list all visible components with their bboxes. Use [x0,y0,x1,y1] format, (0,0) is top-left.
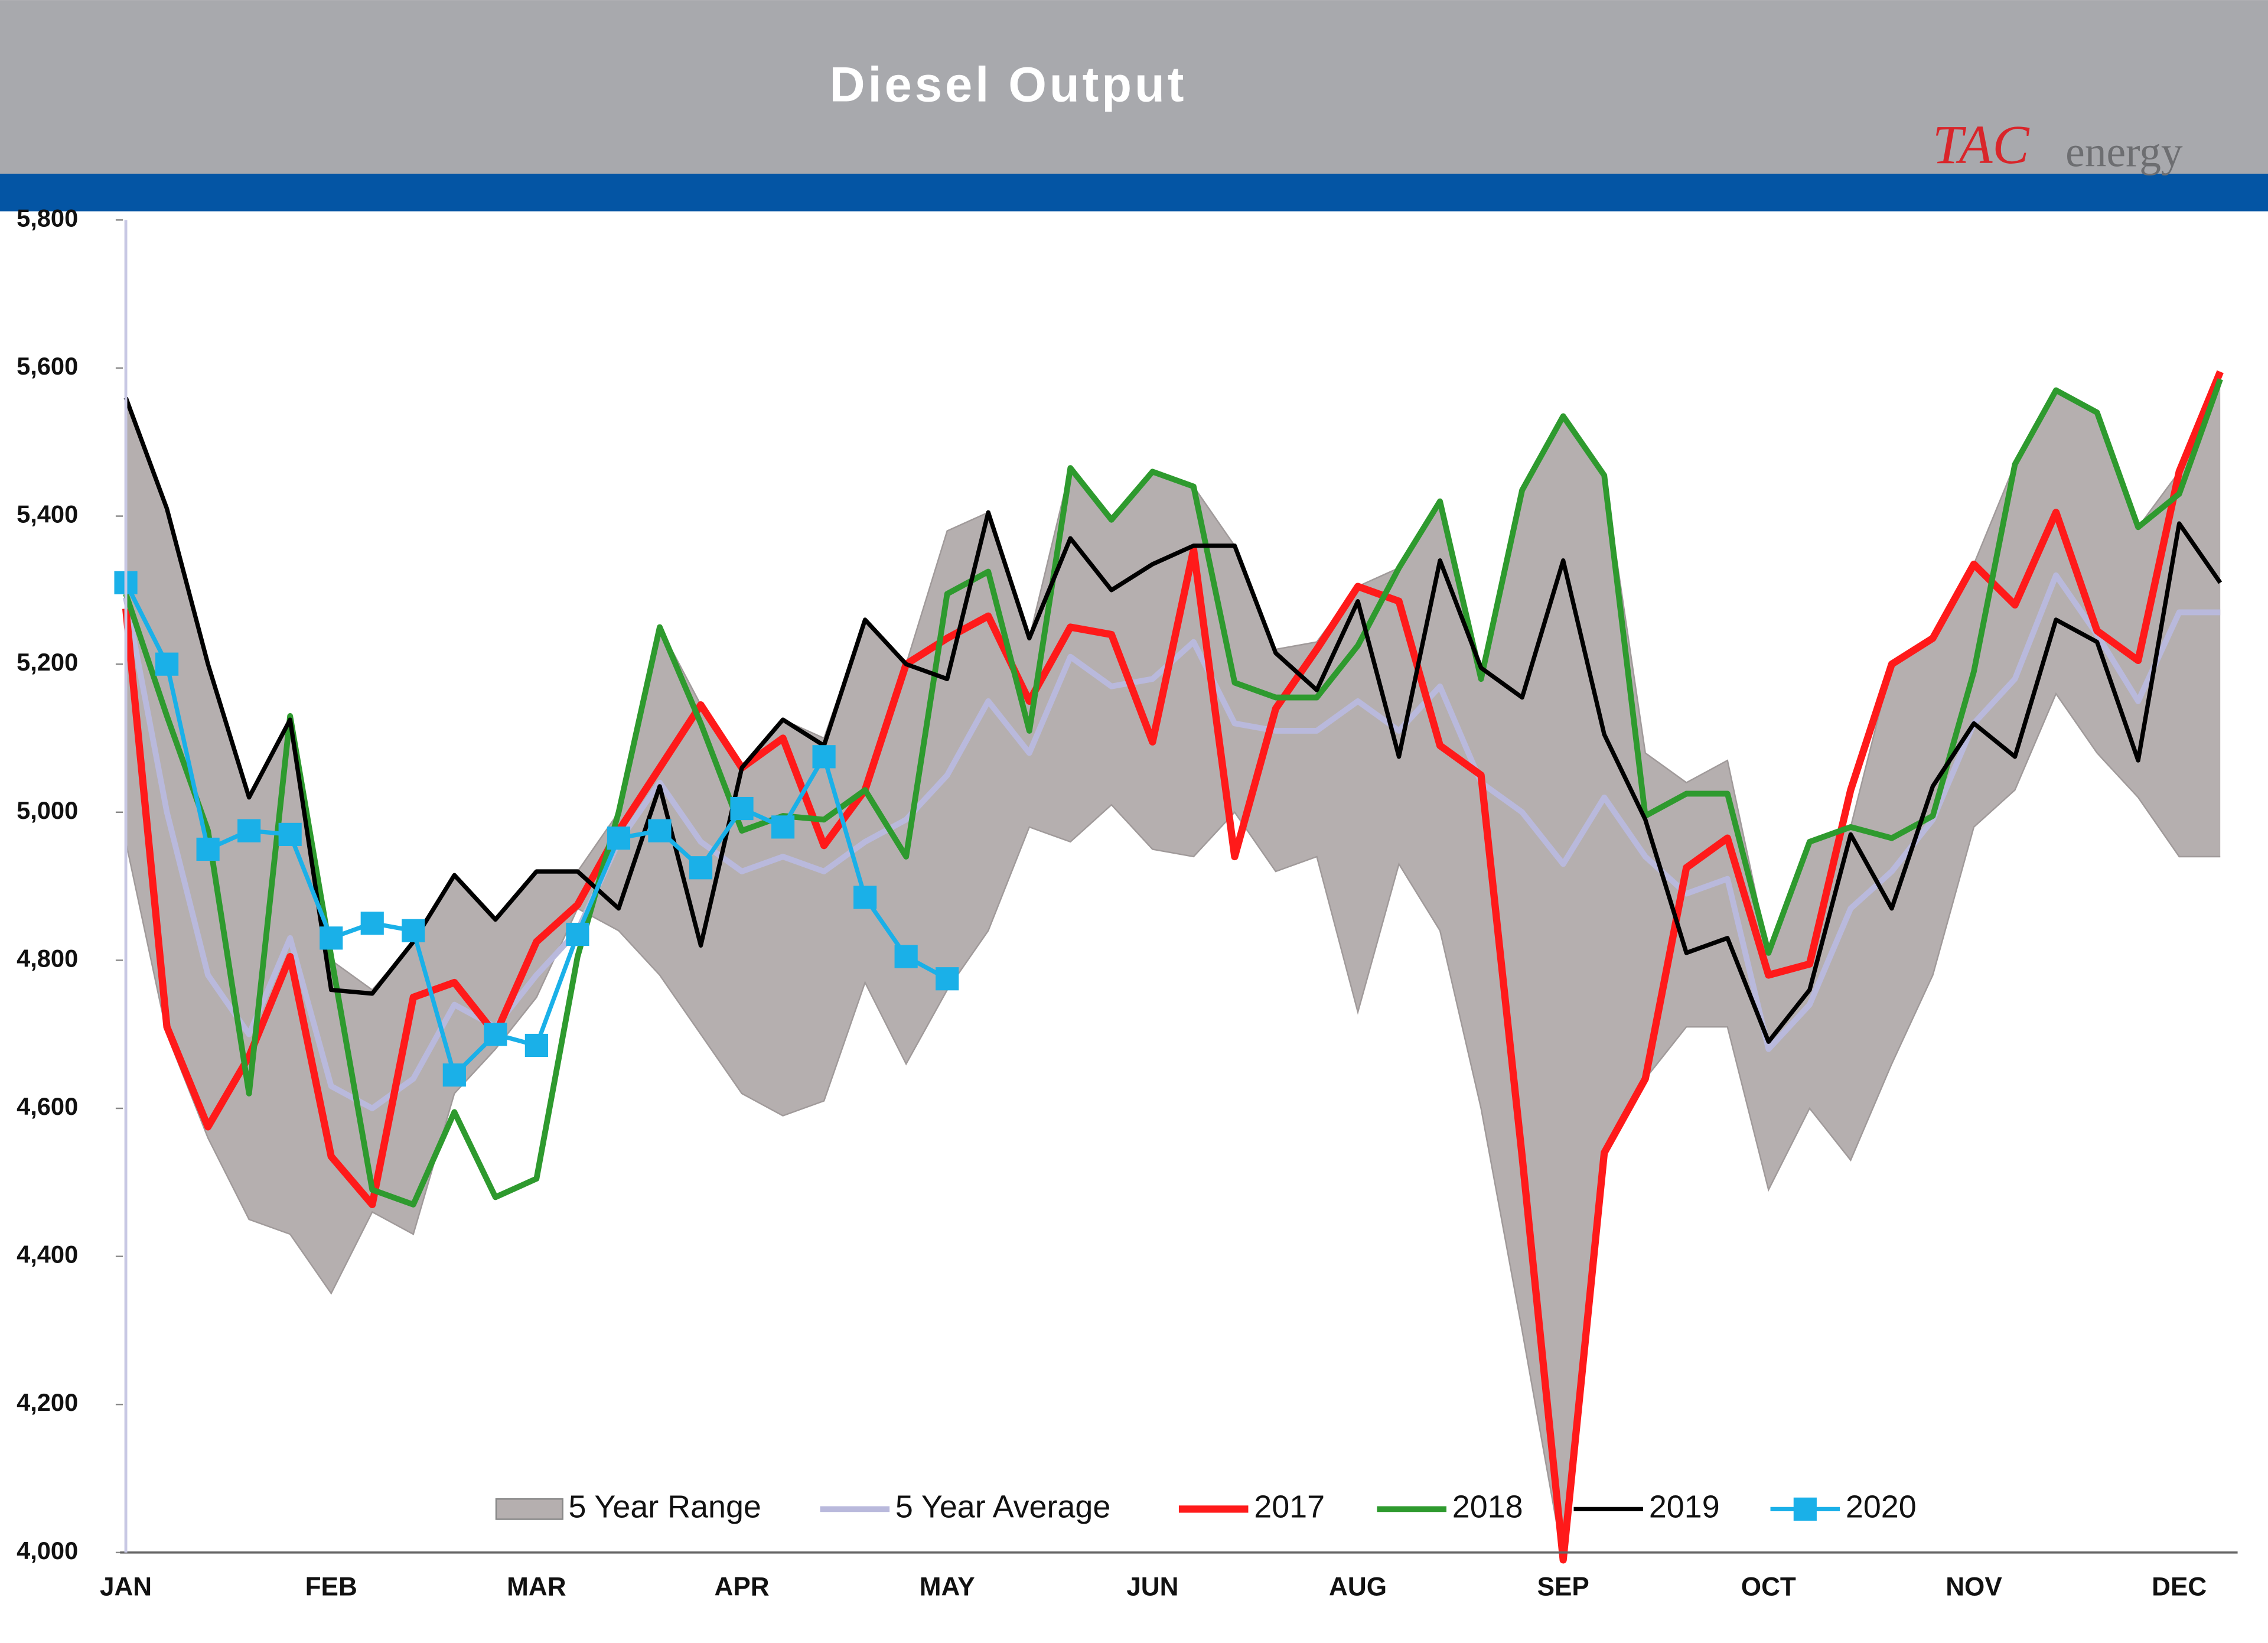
legend-label: 5 Year Average [895,1489,1110,1525]
x-tick-label: MAY [920,1573,975,1602]
logo-mark: TAC [1933,115,2030,175]
point-marker [155,652,179,676]
y-tick-label: 5,200 [17,648,78,676]
header-band [0,0,2268,174]
y-tick-label: 5,600 [17,352,78,380]
point-marker [360,912,384,935]
x-tick-label: MAR [507,1573,566,1602]
x-tick-label: JAN [100,1573,152,1602]
y-tick-label: 4,400 [17,1241,78,1268]
point-marker [196,837,220,861]
legend-label: 2017 [1254,1489,1325,1525]
series-line [123,378,2223,1208]
logo-word: energy [2065,128,2183,175]
point-marker [278,822,302,846]
legend-marker [1793,1497,1817,1521]
y-tick-label: 5,400 [17,500,78,528]
series-line [122,370,2224,1564]
point-marker [524,1033,548,1058]
point-marker [648,819,672,842]
x-tick-label: FEB [305,1573,357,1602]
x-tick-label: APR [714,1573,769,1602]
x-tick-label: OCT [1741,1573,1796,1602]
y-tick-label: 4,800 [17,944,78,972]
x-tick-label: SEP [1537,1573,1589,1602]
y-tick-label: 4,000 [17,1537,78,1564]
point-marker [894,945,918,968]
point-marker [607,827,631,850]
point-marker [237,819,261,842]
range-edge [125,692,2221,1560]
point-marker [320,926,343,950]
header-stripe [0,173,2268,212]
chart-title: Diesel Output [830,57,1187,112]
y-tick-label: 5,800 [17,204,78,232]
point-marker [402,919,425,942]
point-marker [689,856,713,880]
point-marker [853,886,877,909]
point-marker [484,1023,507,1046]
x-tick-label: DEC [2152,1573,2207,1602]
legend-label: 2018 [1452,1489,1523,1525]
y-tick-label: 4,200 [17,1388,78,1416]
legend: 5 Year Range 5 Year Average 2017 2018 2019 20… [495,1489,1917,1525]
point-marker [812,745,836,769]
point-marker [730,796,754,821]
legend-label: 2020 [1846,1489,1917,1525]
range-area [126,372,2221,1560]
point-marker [566,922,589,946]
legend-label: 2019 [1649,1489,1720,1525]
x-tick-label: JUN [1126,1573,1178,1602]
point-marker [771,815,795,839]
y-tick-label: 4,600 [17,1092,78,1120]
legend-swatch [495,1498,563,1520]
x-tick-label: AUG [1329,1573,1387,1602]
point-marker [442,1063,466,1087]
legend-label: 5 Year Range [568,1489,761,1525]
x-tick-label: NOV [1946,1573,2002,1602]
point-marker [936,967,959,991]
series-line [123,396,2223,1044]
y-tick-label: 5,000 [17,796,78,824]
